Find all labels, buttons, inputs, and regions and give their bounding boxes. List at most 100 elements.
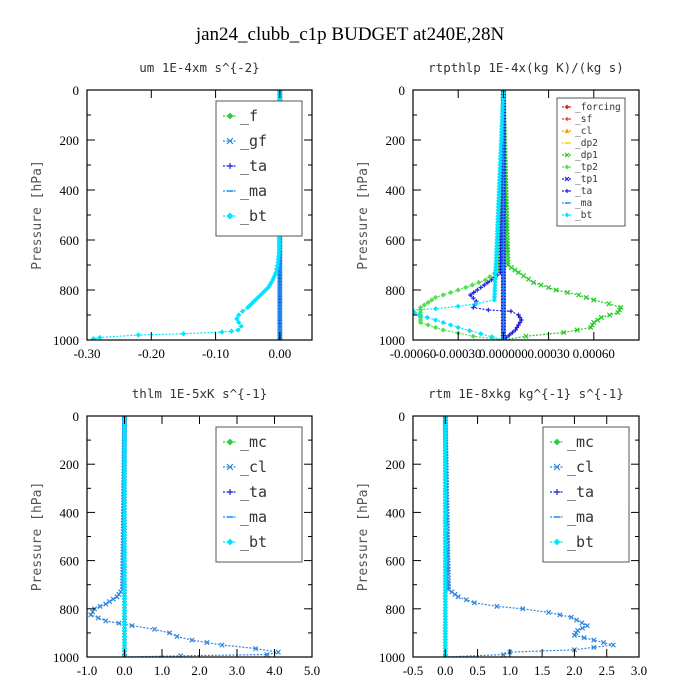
y-axis-label: Pressure [hPa] [356, 482, 371, 592]
data-point [103, 618, 109, 624]
data-point [88, 612, 94, 618]
y-tick-label: 1000 [379, 650, 405, 665]
data-point [239, 308, 246, 314]
data-point [432, 306, 439, 312]
data-point [260, 289, 266, 296]
y-axis-label: Pressure [hPa] [30, 160, 45, 270]
legend-label: _ta [567, 483, 594, 501]
data-point [545, 609, 552, 616]
data-point [448, 322, 454, 328]
y-tick-label: 0 [73, 409, 80, 424]
x-tick-label: 2.5 [599, 663, 615, 678]
x-tick-label: -0.10 [202, 346, 229, 361]
legend: _mc _cl _ta _ma _bt [215, 426, 303, 563]
data-point [576, 292, 582, 298]
legend-marker [564, 104, 570, 110]
data-point [238, 323, 244, 329]
data-point [275, 649, 281, 655]
data-point [525, 276, 532, 282]
y-tick-label: 400 [386, 505, 406, 520]
data-point [591, 637, 597, 643]
data-point [114, 594, 120, 600]
legend-marker [553, 463, 561, 471]
legend: _forcing_sf_cl_dp2_dp1_tp2_tp1_ta_ma_bt [556, 97, 626, 227]
data-point [618, 304, 624, 311]
chart-panels: um 1E-4xm s^{-2} Pressure [hPa] 0 200 400 600… [30, 60, 647, 678]
data-point [579, 625, 586, 631]
data-point [487, 274, 493, 280]
data-point [255, 294, 261, 301]
x-tick-label: 0.0 [116, 663, 132, 678]
data-point [516, 312, 521, 318]
data-point [463, 597, 469, 603]
y-tick-label: 200 [386, 133, 406, 148]
legend-label: _forcing [575, 102, 621, 113]
data-point [591, 297, 597, 303]
data-point [491, 297, 497, 303]
legend-label: _bt [240, 533, 267, 551]
legend-marker [565, 117, 569, 121]
legend-label: _sf [575, 114, 592, 125]
data-point [234, 316, 240, 322]
panel-title: um 1E-4xm s^{-2} [139, 60, 259, 75]
data-point [500, 651, 507, 657]
data-point [510, 330, 515, 335]
x-tick-label: 2.0 [191, 663, 207, 678]
series-line [469, 90, 523, 340]
data-point [277, 337, 283, 340]
data-point [151, 626, 158, 632]
data-point [478, 331, 484, 337]
data-point [253, 645, 259, 652]
y-tick-label: 800 [60, 602, 80, 617]
data-point [594, 317, 601, 323]
data-point [574, 327, 580, 333]
data-point [425, 299, 431, 306]
x-tick-label: -0.30 [73, 346, 100, 361]
legend-label: _dp2 [575, 138, 598, 149]
x-tick-label: 4.0 [266, 663, 282, 678]
data-point [416, 312, 422, 318]
legend-label: _ma [567, 508, 594, 526]
legend-marker [564, 164, 570, 170]
series-group [408, 90, 624, 340]
data-point [265, 284, 271, 291]
y-tick-label: 1000 [53, 650, 79, 665]
data-point [432, 294, 439, 301]
data-point [513, 327, 518, 333]
data-point [432, 324, 439, 331]
data-point [489, 334, 495, 340]
data-point [468, 292, 473, 298]
data-point [440, 319, 446, 326]
legend-label: _gf [240, 132, 267, 150]
data-point [517, 315, 523, 320]
data-point [505, 262, 511, 268]
y-tick-label: 1000 [379, 333, 405, 348]
data-point [514, 325, 520, 330]
y-tick-label: 0 [399, 83, 406, 98]
data-point [545, 284, 552, 291]
data-point [448, 289, 454, 296]
data-point [174, 633, 180, 640]
legend-marker [564, 128, 570, 133]
legend-label: _ma [240, 182, 267, 200]
legend-label: _bt [575, 210, 592, 221]
data-point [610, 642, 616, 648]
x-tick-label: 2.0 [566, 663, 582, 678]
x-tick-label: 0.00 [268, 346, 291, 361]
y-tick-label: 600 [60, 233, 80, 248]
y-tick-label: 400 [386, 183, 406, 198]
data-point [417, 319, 424, 326]
x-tick-label: 5.0 [304, 663, 320, 678]
data-point [455, 303, 461, 309]
data-point [236, 312, 242, 318]
data-point [455, 594, 461, 600]
data-point [538, 282, 544, 288]
x-tick-label: 3.0 [631, 663, 647, 678]
data-point [470, 333, 476, 339]
legend-label: _ta [575, 186, 592, 197]
series-line [419, 90, 504, 340]
data-point [408, 308, 412, 312]
legend-label: _bt [240, 207, 267, 225]
x-tick-label: 1.0 [502, 663, 518, 678]
